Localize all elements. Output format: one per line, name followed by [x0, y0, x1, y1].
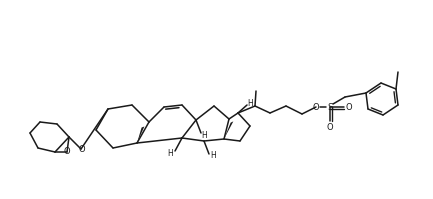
Text: O: O [346, 102, 352, 111]
Polygon shape [137, 127, 144, 143]
Text: O: O [326, 123, 333, 132]
Text: O: O [79, 144, 85, 153]
Text: H: H [167, 148, 173, 157]
Text: H: H [201, 131, 207, 139]
Polygon shape [224, 121, 233, 139]
Text: S: S [327, 102, 333, 111]
Text: O: O [64, 147, 70, 156]
Text: H: H [247, 99, 253, 107]
Text: H: H [210, 151, 216, 161]
Text: O: O [313, 102, 319, 111]
